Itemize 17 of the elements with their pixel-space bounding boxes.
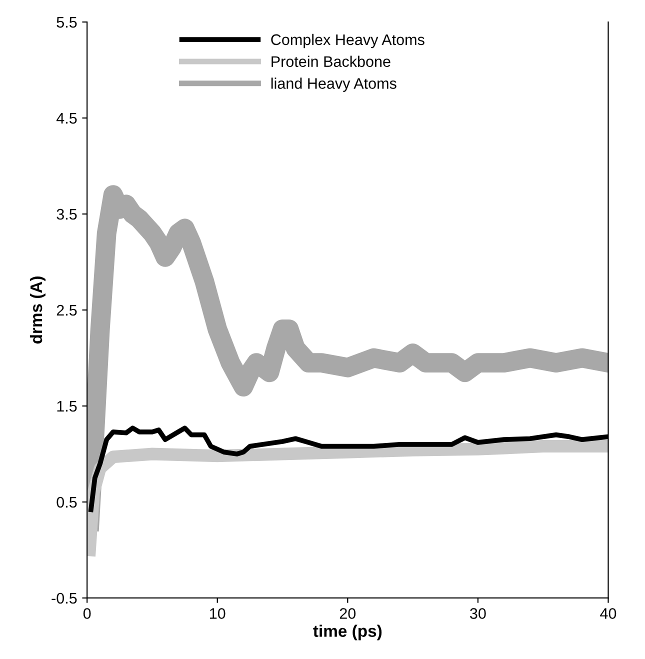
y-tick-label: 5.5	[56, 17, 77, 28]
legend-label: Protein Backbone	[272, 56, 390, 67]
y-axis-title: drms (A)	[30, 276, 46, 344]
x-tick-label: 40	[600, 608, 616, 619]
y-tick-label: -0.5	[52, 592, 77, 604]
x-axis-title: time (ps)	[313, 624, 382, 640]
y-tick-label: 0.5	[56, 496, 77, 508]
x-tick-label: 30	[470, 608, 486, 619]
x-tick-label: 0	[83, 608, 91, 619]
legend-label: liand Heavy Atoms	[271, 78, 396, 92]
legend-label: Complex Heavy Atoms	[271, 34, 424, 48]
y-tick-label: 1.5	[57, 401, 77, 412]
y-tick-label: 2.5	[56, 304, 77, 316]
x-tick-label: 10	[210, 608, 226, 619]
y-tick-label: 4.5	[56, 113, 77, 124]
x-tick-label: 20	[340, 608, 356, 619]
y-tick-label: 3.5	[56, 208, 77, 220]
